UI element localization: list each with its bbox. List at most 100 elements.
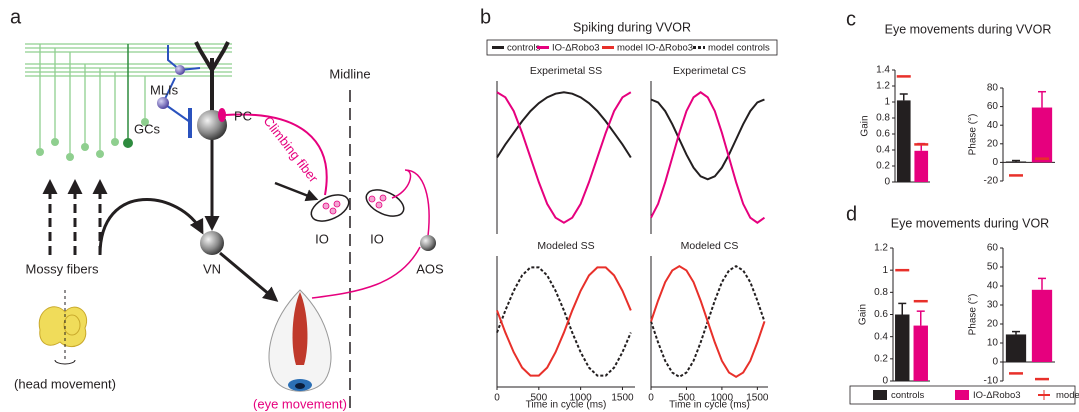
x-tick-label: 0 bbox=[648, 393, 654, 404]
y-tick-label: 0 bbox=[992, 357, 998, 368]
midline-label: Midline bbox=[329, 66, 370, 81]
x-axis-label: Time in cycle (ms) bbox=[526, 400, 607, 411]
legend-label: controls bbox=[891, 390, 925, 401]
mlis-label: MLIs bbox=[150, 82, 179, 97]
mli-processes bbox=[162, 45, 201, 123]
legend-label: IO-ΔRobo3 bbox=[552, 43, 600, 54]
aos-soma bbox=[420, 235, 436, 251]
y-tick-label: -20 bbox=[984, 176, 999, 187]
y-tick-label: 0 bbox=[992, 157, 998, 168]
gcs-label: GCs bbox=[134, 121, 161, 136]
y-tick-label: 20 bbox=[987, 138, 999, 149]
y-tick-label: 0.2 bbox=[876, 161, 890, 172]
series-line bbox=[650, 98, 765, 181]
mossy-fibers-label: Mossy fibers bbox=[26, 261, 99, 276]
y-tick-label: 0 bbox=[882, 376, 888, 387]
io-aos-path bbox=[391, 169, 430, 237]
y-tick-label: 0.8 bbox=[876, 113, 890, 124]
mli bbox=[157, 97, 169, 109]
series-line bbox=[496, 91, 632, 224]
chart-title: Experimetal SS bbox=[530, 65, 602, 77]
y-tick-label: 40 bbox=[987, 120, 999, 131]
pc-label: PC bbox=[234, 108, 252, 123]
y-tick-label: 1 bbox=[884, 97, 890, 108]
y-axis-label: Phase (°) bbox=[968, 114, 979, 156]
y-axis-label: Gain bbox=[858, 304, 869, 325]
aos-eye-path bbox=[311, 246, 421, 299]
y-tick-label: 0.2 bbox=[874, 353, 888, 364]
mossy-fiber-arrows bbox=[42, 179, 108, 255]
io-label: IO bbox=[315, 231, 329, 246]
input-arrow bbox=[274, 181, 319, 202]
y-tick-label: 0 bbox=[884, 177, 890, 188]
cf-synapse bbox=[218, 108, 226, 122]
bar bbox=[1005, 334, 1027, 362]
x-tick-label: 1000 bbox=[711, 393, 734, 404]
panel-title: Eye movements during VVOR bbox=[885, 22, 1052, 36]
y-tick-label: 10 bbox=[987, 338, 999, 349]
series-line bbox=[496, 266, 632, 377]
y-tick-label: 0.6 bbox=[876, 129, 890, 140]
y-tick-label: -10 bbox=[984, 376, 999, 387]
y-tick-label: 0.4 bbox=[876, 145, 890, 156]
x-tick-label: 0 bbox=[494, 393, 500, 404]
panel-label: a bbox=[10, 6, 22, 28]
granule-cells bbox=[36, 118, 149, 161]
y-tick-label: 0.6 bbox=[874, 309, 888, 320]
io-right-shape bbox=[365, 189, 405, 217]
chart-title: Modeled SS bbox=[537, 240, 594, 252]
vn-soma bbox=[200, 231, 224, 255]
io-label: IO bbox=[370, 231, 384, 246]
y-tick-label: 30 bbox=[987, 300, 999, 311]
bar bbox=[1031, 107, 1053, 163]
legend-box bbox=[486, 39, 778, 56]
y-axis-label: Phase (°) bbox=[968, 294, 979, 336]
bar bbox=[913, 325, 928, 381]
gc bbox=[123, 138, 133, 148]
y-tick-label: 60 bbox=[987, 243, 999, 254]
y-axis-label: Gain bbox=[860, 115, 871, 136]
y-tick-label: 60 bbox=[987, 101, 999, 112]
bar bbox=[1031, 289, 1053, 362]
legend-swatch bbox=[955, 390, 969, 400]
series-line bbox=[650, 264, 766, 379]
mli bbox=[175, 65, 185, 75]
aos-label: AOS bbox=[416, 261, 444, 276]
legend-label: controls bbox=[507, 43, 541, 54]
vn-label: VN bbox=[203, 261, 221, 276]
bar bbox=[896, 100, 911, 182]
io-cells bbox=[322, 194, 387, 215]
y-tick-label: 1 bbox=[882, 265, 888, 276]
y-tick-label: 1.2 bbox=[874, 243, 888, 254]
x-axis-label: Time in cycle (ms) bbox=[669, 400, 750, 411]
bar bbox=[1005, 161, 1027, 163]
legend-label: model controls bbox=[708, 43, 770, 54]
y-tick-label: 50 bbox=[987, 262, 999, 273]
panel-title: Spiking during VVOR bbox=[573, 20, 691, 34]
series-line bbox=[496, 266, 632, 377]
panel-label: b bbox=[480, 6, 491, 28]
y-tick-label: 40 bbox=[987, 281, 999, 292]
eye bbox=[268, 289, 332, 392]
head-icon bbox=[38, 290, 88, 365]
y-tick-label: 0.8 bbox=[874, 287, 888, 298]
legend-label: model IO-ΔRobo3 bbox=[617, 43, 693, 54]
series-line bbox=[496, 91, 632, 159]
bar bbox=[895, 314, 910, 381]
x-tick-label: 1000 bbox=[570, 393, 593, 404]
panel-title: Eye movements during VOR bbox=[891, 216, 1049, 230]
diagram: a GCs MLIs PC Midline Climbing fiber IO … bbox=[10, 6, 444, 411]
series-line bbox=[650, 91, 766, 224]
y-tick-label: 1.4 bbox=[876, 65, 890, 76]
y-tick-label: 0.4 bbox=[874, 331, 888, 342]
x-tick-label: 1500 bbox=[611, 393, 634, 404]
climbing-fiber-path bbox=[224, 113, 328, 196]
bar bbox=[914, 150, 929, 182]
chart-title: Experimetal CS bbox=[673, 65, 746, 77]
legend-box bbox=[849, 385, 1076, 405]
y-tick-label: 20 bbox=[987, 319, 999, 330]
mossy-vn-arrow bbox=[98, 197, 204, 256]
vn-eye-arrow bbox=[219, 251, 279, 302]
legend-label: model bbox=[1056, 390, 1079, 401]
